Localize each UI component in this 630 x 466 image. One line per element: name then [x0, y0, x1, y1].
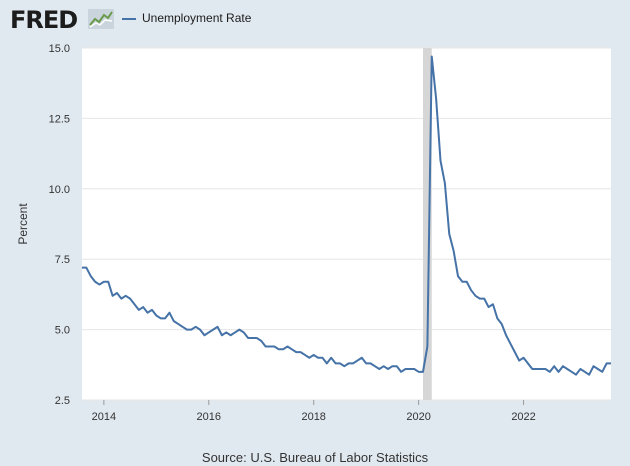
series-group	[82, 55, 611, 376]
gridlines	[82, 47, 611, 401]
legend-swatch	[122, 17, 136, 20]
x-tick-label: 2020	[406, 411, 430, 423]
series-line-unemployment-rate	[82, 55, 611, 376]
chart-header: FRED Unemployment Rate	[0, 0, 630, 40]
x-tick-label: 2016	[197, 411, 221, 423]
x-tick-label: 2018	[301, 411, 325, 423]
recession-shading	[423, 48, 432, 400]
x-axis-ticks: 2014 2016 2018 2020 2022	[92, 400, 536, 423]
legend[interactable]: Unemployment Rate	[122, 11, 251, 25]
y-tick-label: 15.0	[49, 43, 70, 55]
y-tick-label: 2.5	[55, 395, 70, 407]
fred-line-chart-icon	[88, 9, 114, 29]
source-note: Source: U.S. Bureau of Labor Statistics	[201, 450, 429, 465]
y-axis-label: Percent	[16, 203, 30, 245]
y-axis-ticks: 2.5 5.0 7.5 10.0 12.5 15.0	[49, 43, 70, 407]
y-tick-label: 7.5	[55, 254, 70, 266]
recession-band	[423, 48, 432, 400]
y-tick-label: 12.5	[49, 113, 70, 125]
x-tick-label: 2022	[511, 411, 535, 423]
legend-label: Unemployment Rate	[142, 11, 252, 25]
fred-logo[interactable]: FRED	[10, 6, 78, 34]
y-tick-label: 10.0	[49, 184, 70, 196]
y-tick-label: 5.0	[55, 325, 70, 337]
x-tick-label: 2014	[92, 411, 116, 423]
plot-area	[82, 48, 611, 400]
